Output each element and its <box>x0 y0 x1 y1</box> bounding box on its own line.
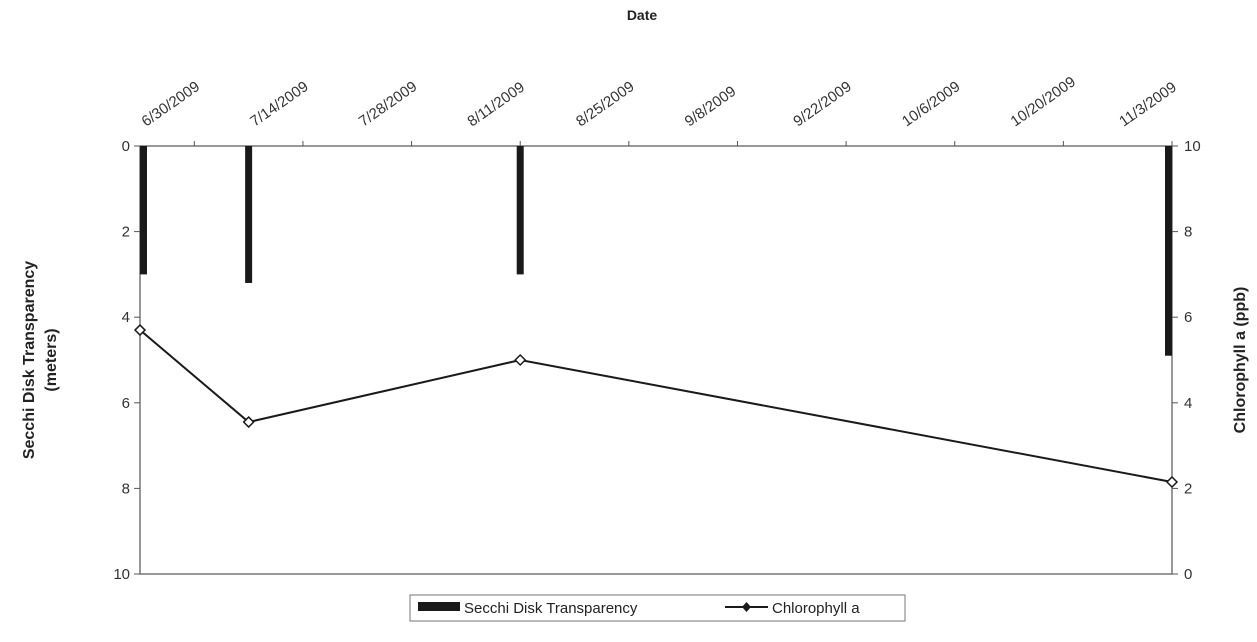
x-axis-ticks: 6/30/2009 7/14/2009 7/28/2009 8/11/2009 8/25… <box>139 73 1180 146</box>
left-axis-title-line2: (meters) <box>43 328 60 391</box>
right-axis-ticks: 0 2 4 6 8 10 <box>1172 138 1201 583</box>
chlorophyll-series-line <box>139 329 1173 483</box>
x-tick-label: 10/20/2009 <box>1008 73 1079 130</box>
secchi-bar <box>516 146 524 275</box>
chlorophyll-point <box>514 353 527 367</box>
x-tick-label: 8/11/2009 <box>464 79 528 131</box>
x-tick-label: 7/28/2009 <box>356 78 420 130</box>
legend-bar-swatch <box>418 602 460 611</box>
secchi-bar <box>245 146 253 283</box>
legend-label-chlorophyll: Chlorophyll a <box>772 600 860 617</box>
x-tick-label: 10/6/2009 <box>899 78 963 130</box>
right-tick-label: 2 <box>1184 480 1192 497</box>
plot-area <box>139 145 1173 575</box>
legend-label-secchi: Secchi Disk Transparency <box>464 600 638 617</box>
left-tick-label: 0 <box>122 138 130 155</box>
chlorophyll-point <box>1165 475 1179 489</box>
chlorophyll-line <box>133 323 1179 489</box>
left-axis-ticks: 0 2 4 6 8 10 <box>113 138 140 583</box>
x-tick-label: 6/30/2009 <box>139 78 203 130</box>
x-axis-title: Date <box>627 7 658 23</box>
x-tick-label: 11/3/2009 <box>1116 79 1180 131</box>
legend-box <box>409 594 906 622</box>
x-tick-label: 8/25/2009 <box>573 78 637 130</box>
right-tick-label: 0 <box>1184 566 1192 583</box>
left-axis-title-line1: Secchi Disk Transparency <box>21 261 38 459</box>
right-axis-title-text: Chlorophyll a (ppb) <box>1232 287 1249 434</box>
right-tick-label: 10 <box>1184 138 1201 155</box>
chlorophyll-point <box>242 415 255 429</box>
secchi-bar <box>1165 146 1172 356</box>
legend-diamond-marker <box>742 602 751 612</box>
left-tick-label: 4 <box>122 309 130 326</box>
right-axis-title: Chlorophyll a (ppb) <box>1232 287 1249 434</box>
left-tick-label: 8 <box>122 480 130 497</box>
right-tick-label: 8 <box>1184 224 1192 241</box>
right-tick-label: 6 <box>1184 309 1192 326</box>
x-tick-label: 7/14/2009 <box>247 78 311 130</box>
legend: Secchi Disk Transparency Chlorophyll a <box>409 594 906 622</box>
secchi-bars <box>140 146 1172 356</box>
right-tick-label: 4 <box>1184 395 1192 412</box>
chlorophyll-point <box>133 323 147 337</box>
left-axis-title: Secchi Disk Transparency (meters) <box>21 261 60 459</box>
left-tick-label: 6 <box>122 395 130 412</box>
x-tick-label: 9/22/2009 <box>790 78 854 130</box>
x-tick-label: 9/8/2009 <box>682 83 740 130</box>
left-tick-label: 2 <box>122 224 130 241</box>
left-tick-label: 10 <box>113 566 130 583</box>
secchi-bar <box>140 146 147 275</box>
